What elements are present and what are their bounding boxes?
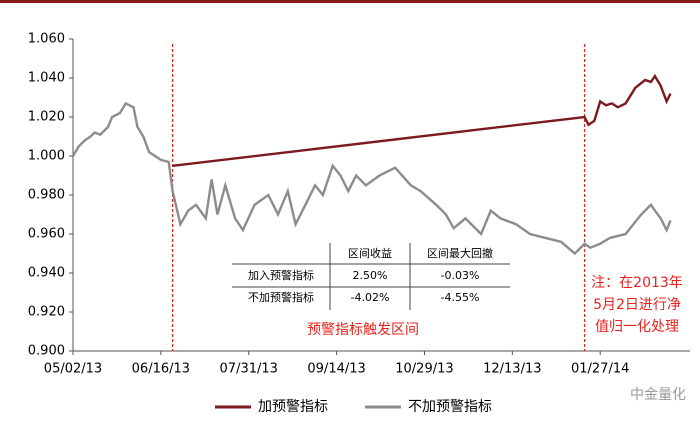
y-tick-label: 0.920	[28, 305, 65, 320]
y-tick-label: 1.020	[28, 110, 65, 125]
note-line: 注：在2013年	[591, 275, 683, 291]
table-cell: 不加预警指标	[248, 290, 314, 304]
legend-label: 不加预警指标	[408, 399, 492, 415]
table-cell: 加入预警指标	[248, 268, 314, 282]
x-tick-label: 06/16/13	[132, 362, 190, 377]
table-cell: 2.50%	[353, 269, 388, 282]
table-cell: -4.02%	[351, 291, 390, 304]
series-line	[71, 101, 672, 256]
note-line: 5月2日进行净	[593, 297, 681, 313]
y-tick-label: 1.040	[28, 71, 65, 86]
y-tick-label: 1.060	[28, 32, 65, 47]
table-cell: -0.03%	[441, 269, 480, 282]
annotation: 预警指标触发区间	[307, 322, 419, 338]
y-tick-label: 0.900	[28, 344, 65, 359]
x-tick-label: 07/31/13	[220, 362, 278, 377]
top-rule	[0, 0, 700, 3]
x-tick-label: 01/27/14	[571, 362, 629, 377]
table-cell: -4.55%	[441, 291, 480, 304]
table-header: 区间最大回撤	[427, 246, 493, 260]
x-tick-label: 05/02/13	[44, 362, 102, 377]
x-tick-label: 10/29/13	[395, 362, 453, 377]
note-line: 值归一化处理	[595, 318, 679, 335]
y-tick-label: 1.000	[28, 149, 65, 164]
y-tick-label: 0.960	[28, 227, 65, 242]
x-tick-label: 12/13/13	[483, 362, 541, 377]
y-tick-label: 0.980	[28, 188, 65, 203]
y-tick-label: 0.940	[28, 266, 65, 281]
inset-table: 区间收益 区间最大回撤 加入预警指标 2.50% -0.03% 不加预警指标 -…	[232, 243, 510, 310]
x-tick-label: 09/14/13	[307, 362, 365, 377]
watermark: 中金量化	[630, 387, 686, 403]
series-line	[172, 73, 672, 167]
legend-label: 加预警指标	[258, 399, 328, 415]
table-header: 区间收益	[348, 246, 392, 260]
